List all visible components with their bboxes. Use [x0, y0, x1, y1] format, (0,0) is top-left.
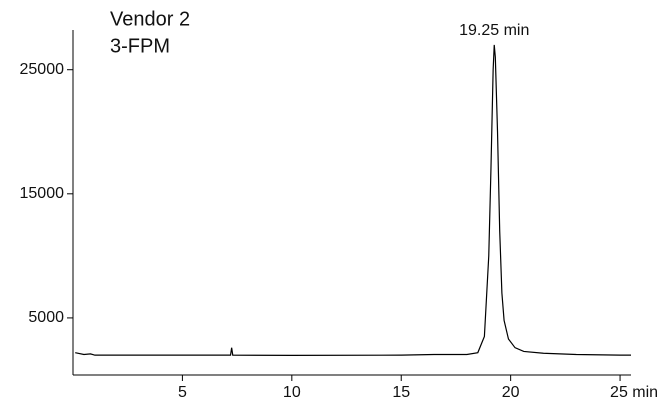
x-tick-label: 5 — [178, 384, 187, 401]
y-tick-label: 25000 — [20, 61, 65, 78]
chart-subtitle: 3-FPM — [110, 35, 170, 57]
chart-title: Vendor 2 — [110, 8, 190, 30]
x-tick-label: 15 — [392, 384, 410, 401]
x-tick-label: 25 min — [610, 384, 658, 401]
y-tick-label: 5000 — [28, 309, 64, 326]
x-tick-label: 10 — [283, 384, 301, 401]
trace — [75, 44, 631, 356]
y-tick-label: 15000 — [20, 185, 65, 202]
x-tick-label: 20 — [502, 384, 520, 401]
peak-annotation: 19.25 min — [459, 22, 529, 39]
